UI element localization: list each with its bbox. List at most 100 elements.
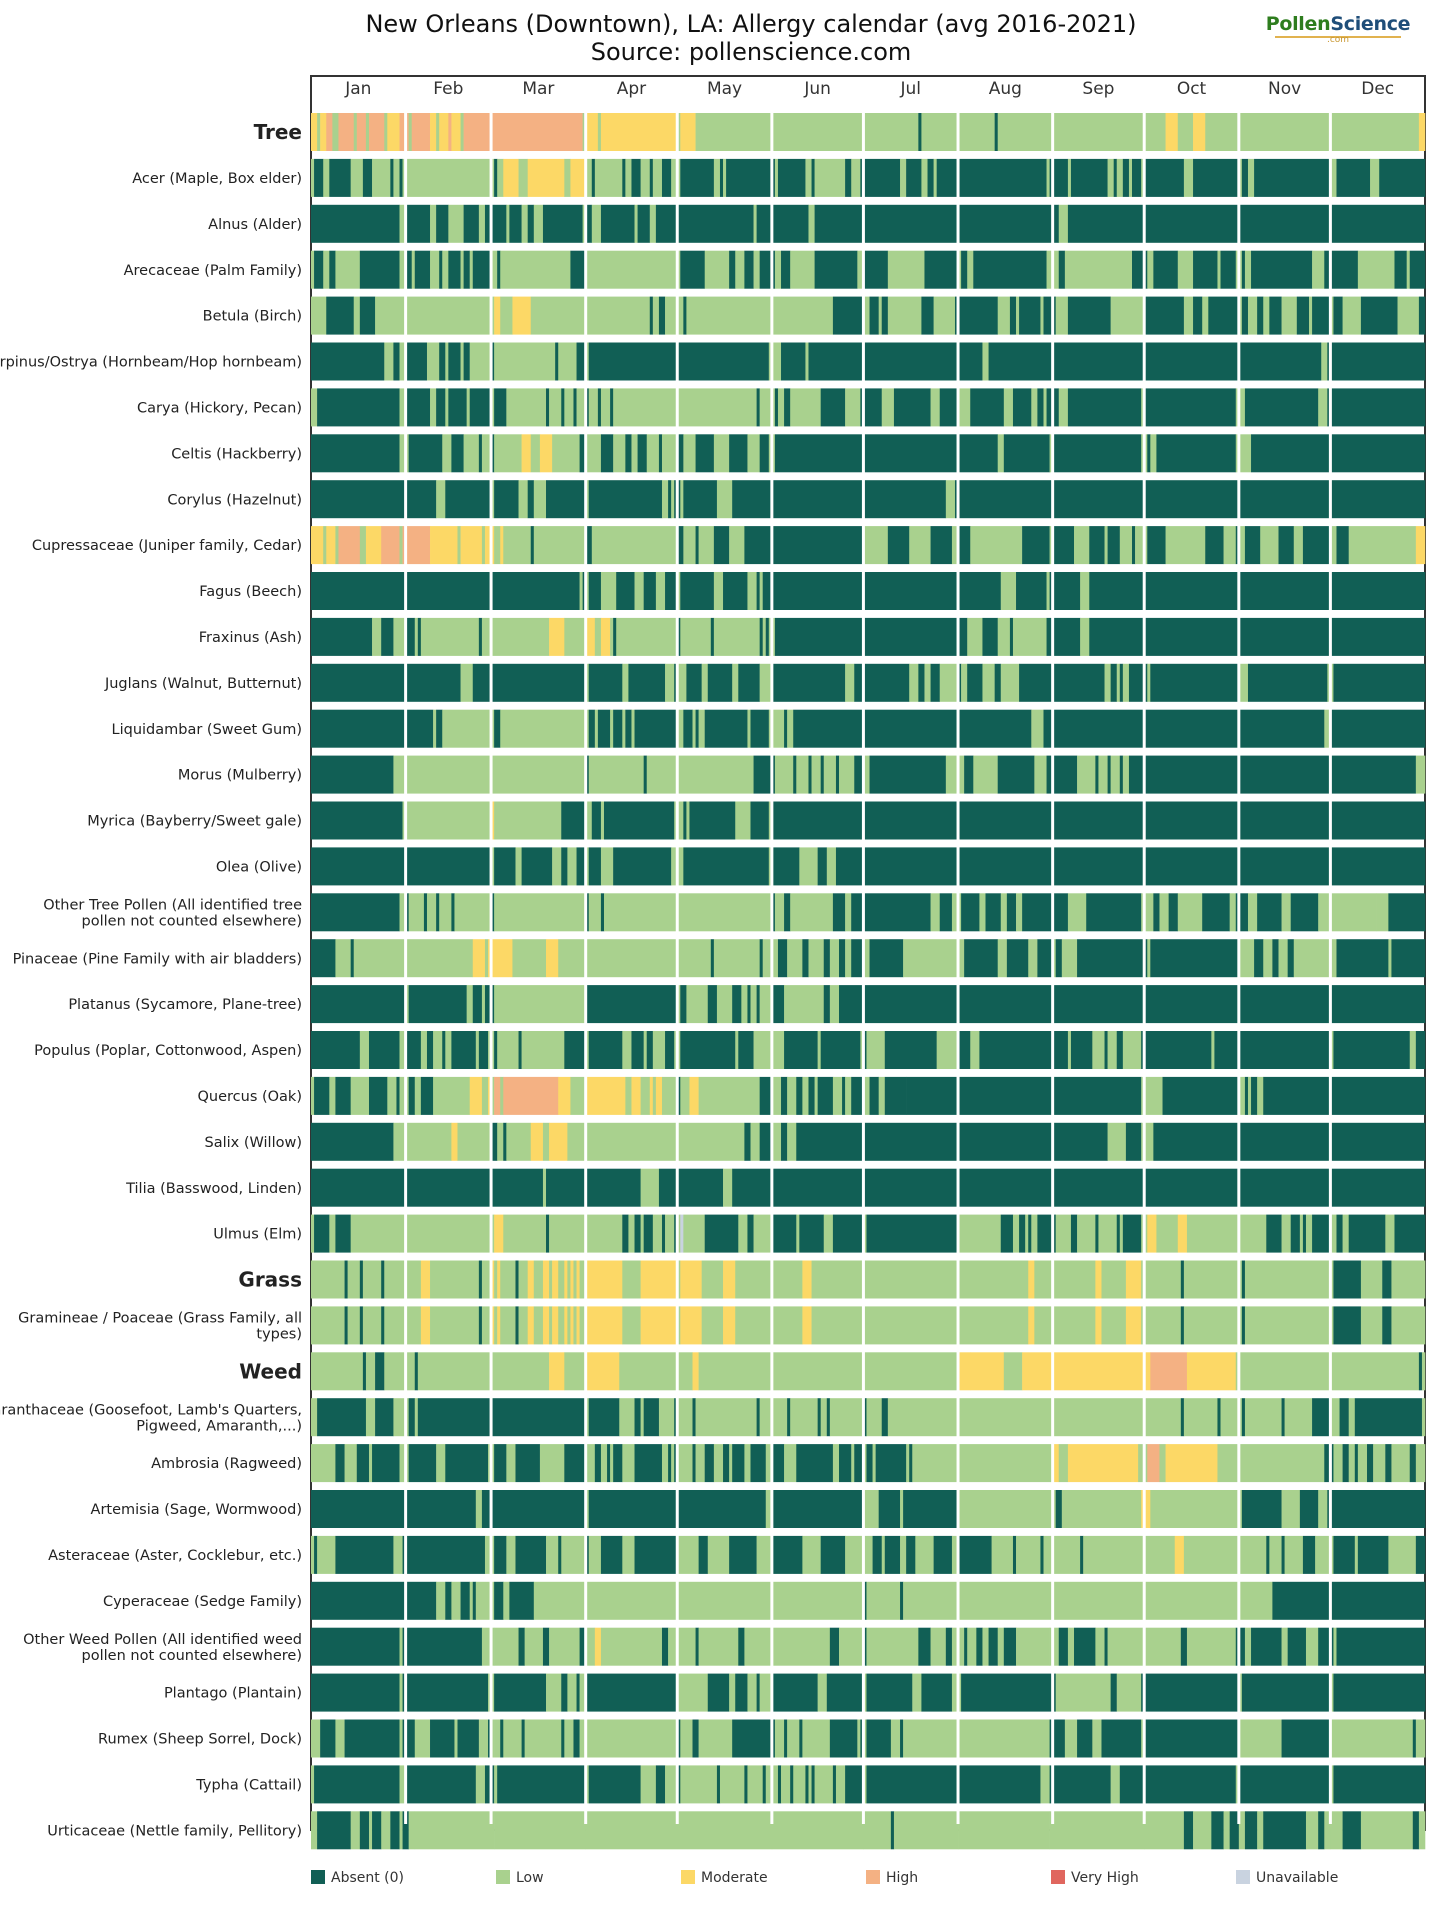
pollen-cell [1122, 158, 1130, 197]
pollen-cell [1238, 158, 1243, 197]
pollen-cell [1281, 893, 1292, 932]
pollen-cell [329, 1076, 336, 1115]
pollen-cell [481, 1076, 489, 1115]
pollen-cell [634, 709, 678, 748]
pollen-cell [1122, 755, 1130, 794]
pollen-cell [689, 1076, 699, 1115]
pollen-cell [649, 158, 654, 197]
pollen-cell [451, 1581, 461, 1620]
pollen-cell [1183, 1811, 1194, 1850]
pollen-cell [707, 985, 718, 1024]
pollen-cell [549, 1122, 568, 1161]
pollen-cell [405, 617, 416, 656]
pollen-cell [436, 113, 440, 151]
pollen-cell [585, 158, 593, 197]
taxon-row: Amaranthaceae (Goosefoot, Lamb's Quarter… [0, 1398, 1426, 1437]
pollen-cell [1360, 1811, 1414, 1850]
pollen-cell [426, 342, 440, 381]
row-label: Fagus (Beech) [199, 584, 302, 600]
pollen-cell [567, 847, 577, 886]
pollen-cell [1165, 526, 1206, 565]
pollen-cell [915, 1535, 934, 1574]
pollen-cell [411, 250, 416, 289]
pollen-cell [845, 663, 855, 702]
pollen-cell [1388, 893, 1426, 932]
pollen-cell [542, 1306, 550, 1345]
pollen-cell [503, 1581, 510, 1620]
pollen-cell [781, 1076, 788, 1115]
pollen-cell [436, 204, 449, 243]
pollen-cell [1327, 388, 1426, 427]
pollen-cell [570, 1260, 574, 1299]
pollen-cell [735, 1031, 739, 1069]
pollen-cell [802, 939, 809, 978]
pollen-cell [967, 250, 974, 289]
pollen-cell [445, 1444, 489, 1483]
pollen-cell [585, 1719, 678, 1758]
pollen-cell [448, 388, 467, 427]
row-label: Acer (Maple, Box elder) [132, 171, 302, 187]
row-label: Pigweed, Amaranth,...) [136, 1418, 302, 1434]
pollen-cell [576, 388, 586, 427]
pollen-cell [311, 342, 385, 381]
pollen-cell [1330, 296, 1334, 335]
pollen-cell [1040, 296, 1044, 335]
pollen-cell [1336, 1627, 1426, 1666]
pollen-cell [1101, 1306, 1127, 1345]
pollen-cell [1318, 388, 1328, 427]
pollen-cell [384, 113, 388, 151]
pollen-cell [1263, 296, 1270, 335]
pollen-cell [649, 204, 657, 243]
pollen-cell [515, 847, 522, 886]
pollen-cell [503, 1122, 507, 1161]
pollen-cell [503, 1214, 547, 1253]
pollen-cell [500, 709, 590, 748]
pollen-cell [311, 1581, 437, 1620]
pollen-cell [1125, 1306, 1142, 1345]
pollen-cell [1147, 663, 1151, 702]
pollen-cell [1144, 1811, 1185, 1850]
pollen-cell [494, 342, 556, 381]
pollen-cell [350, 1214, 400, 1253]
pollen-cell [982, 663, 995, 702]
pollen-cell [756, 985, 760, 1024]
pollen-cell [1229, 893, 1237, 932]
pollen-cell [759, 434, 770, 473]
pollen-cell [1266, 1535, 1270, 1574]
pollen-cell [881, 296, 889, 335]
pollen-cell [1150, 1490, 1243, 1528]
pollen-cell [1147, 250, 1154, 289]
pollen-cell [1244, 526, 1261, 565]
month-label: Oct [1177, 79, 1207, 99]
pollen-cell [384, 342, 394, 381]
pollen-cell [585, 1031, 590, 1069]
pollen-cell [787, 1719, 800, 1758]
pollen-cell [765, 1490, 773, 1528]
legend-label: Moderate [701, 1870, 768, 1886]
pollen-cell [1272, 939, 1279, 978]
pollen-cell [936, 158, 1047, 197]
pollen-cell [567, 1306, 571, 1345]
pollen-cell [1183, 1398, 1218, 1437]
pollen-cell [1180, 1260, 1185, 1299]
pollen-cell [866, 1214, 959, 1253]
pollen-cell [661, 1444, 669, 1483]
row-label: Celtis (Hackberry) [171, 446, 302, 462]
pollen-cell [1254, 158, 1331, 197]
pollen-cell [729, 1444, 733, 1483]
pollen-cell [1095, 1306, 1102, 1345]
pollen-cell [1415, 526, 1426, 565]
pollen-cell [399, 1306, 422, 1345]
pollen-cell [497, 1306, 501, 1345]
pollen-cell [527, 480, 535, 519]
pollen-cell [564, 1031, 586, 1069]
pollen-cell [311, 939, 336, 978]
pollen-cell [335, 526, 339, 565]
pollen-cell [1028, 1214, 1032, 1253]
pollen-cell [719, 1765, 745, 1804]
pollen-cell [564, 617, 586, 656]
month-label: Jan [344, 79, 371, 99]
pollen-cell [982, 617, 999, 656]
pollen-cell [805, 342, 809, 381]
pollen-cell [884, 1031, 937, 1069]
